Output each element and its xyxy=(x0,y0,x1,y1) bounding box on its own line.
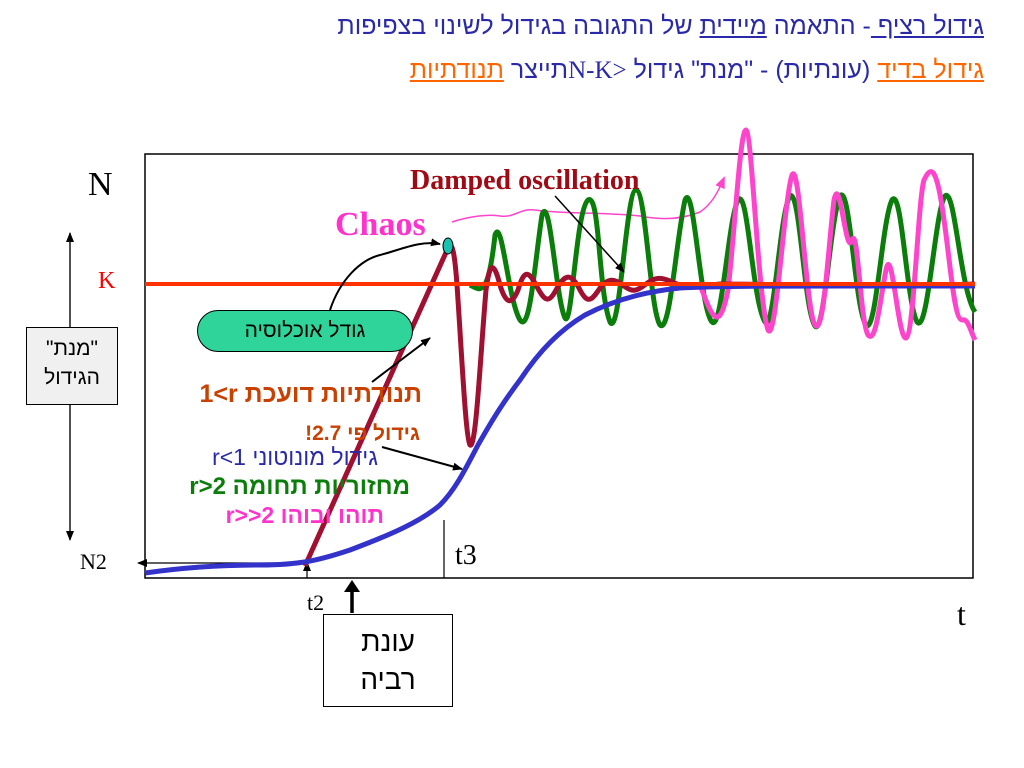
title-line-1: גידול רציף - התאמה מיידית של התגובה בגיד… xyxy=(337,12,984,41)
yield-box-line2: הגידול xyxy=(44,366,100,389)
season-box-line1: עונת xyxy=(361,626,415,657)
chaos-label: Chaos xyxy=(335,206,426,243)
season-arrow-head xyxy=(344,580,360,592)
title-seasonal: (עונתיות) - "מנת" גידול xyxy=(626,56,878,84)
title-line-2: גידול בדיד (עונתיות) - "מנת" גידול N-K>ת… xyxy=(410,56,984,85)
k-label: K xyxy=(98,268,116,294)
plot-frame xyxy=(144,153,974,579)
t3-label: t3 xyxy=(455,540,477,571)
title-immediate: מיידית xyxy=(699,12,767,40)
title-discrete: גידול בדיד xyxy=(877,56,984,84)
pink-chaos-curve xyxy=(697,127,978,342)
damped-arrow xyxy=(554,195,625,273)
n2-label: N2 xyxy=(80,549,107,574)
monotonic-curve xyxy=(144,283,975,576)
green-cycle-curve xyxy=(468,187,978,330)
y-axis-label: N xyxy=(88,166,113,203)
x-axis-label: t xyxy=(957,596,966,632)
population-size-pill: גודל אוכלוסיה xyxy=(197,310,413,352)
title-rest: של התגובה בגידול לשינוי בצפיפות xyxy=(337,12,700,40)
season-box-line2: רביה xyxy=(360,664,416,695)
damped-oscillation-label: Damped oscillation xyxy=(410,165,640,196)
growth-yield-box: "מנת" הגידול xyxy=(26,327,118,405)
title-nk: N-K> xyxy=(568,57,627,84)
yield-box-line1: "מנת" xyxy=(45,337,99,360)
r1-mono-arrow xyxy=(381,446,463,471)
title-continuous: גידול רציף xyxy=(870,12,984,40)
r1-damped-arrow xyxy=(371,337,431,383)
peak-marker xyxy=(442,237,454,255)
title-match: - התאמה xyxy=(766,12,871,40)
title-produce: תייצר xyxy=(503,56,569,84)
r1-monotonic-label: r<1 גידול מונוטוני xyxy=(212,444,378,470)
r2-cycle-label: r>2 מחזוריות תחומה xyxy=(189,473,410,500)
t2-label: t2 xyxy=(307,590,325,615)
r2-chaos-label: r>>2 תוהו ובוהו xyxy=(225,502,384,528)
title-volatility: תנודתיות xyxy=(409,56,504,84)
pill-to-peak-arrow xyxy=(329,238,441,311)
breeding-season-box: עונת רביה xyxy=(323,614,453,707)
r1-damped-label: 1<r תנודתיות דועכת xyxy=(199,380,422,408)
growth-27-label: גידול פי 2.7! xyxy=(305,422,420,445)
